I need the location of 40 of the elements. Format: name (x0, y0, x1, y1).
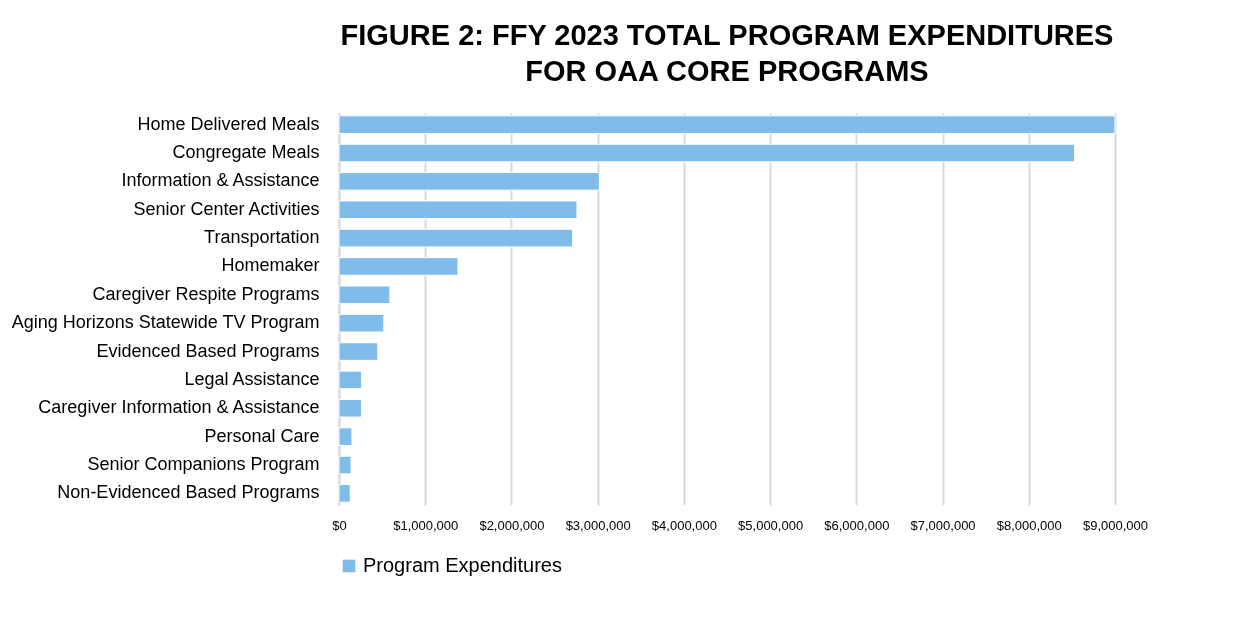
bar (338, 398, 362, 418)
y-tick-label: Homemaker (221, 255, 320, 276)
x-tick-label: $0 (332, 517, 347, 533)
bar (338, 115, 1116, 134)
bar (338, 484, 351, 503)
x-tick-label: $5,000,000 (738, 517, 804, 533)
y-tick-label: Transportation (204, 227, 320, 248)
x-tick-label: $7,000,000 (910, 517, 976, 533)
x-tick-label: $1,000,000 (393, 517, 459, 533)
y-tick-label: Congregate Meals (172, 141, 320, 162)
y-tick-label: Legal Assistance (184, 368, 320, 389)
bar (338, 172, 600, 191)
bar (338, 228, 574, 248)
y-tick-label: Home Delivered Meals (137, 113, 320, 134)
y-tick-label: Information & Assistance (121, 170, 320, 191)
x-tick-label: $3,000,000 (565, 517, 631, 533)
y-tick-label: Caregiver Information & Assistance (38, 397, 320, 418)
bar (338, 342, 379, 361)
x-tick-label: $9,000,000 (1082, 517, 1149, 533)
bar (338, 455, 352, 475)
bar (338, 370, 362, 390)
y-tick-label: Caregiver Respite Programs (92, 283, 320, 304)
x-tick-label: $8,000,000 (996, 517, 1062, 533)
x-tick-label: $4,000,000 (651, 517, 717, 533)
x-tick-label: $2,000,000 (479, 517, 545, 533)
bar (338, 427, 353, 446)
y-tick-label: Aging Horizons Statewide TV Program (11, 312, 320, 333)
y-tick-label: Senior Center Activities (133, 198, 320, 219)
y-tick-label: Personal Care (204, 425, 320, 446)
y-tick-label: Evidenced Based Programs (96, 340, 320, 361)
x-tick-label: $6,000,000 (824, 517, 890, 533)
bar (338, 143, 1075, 163)
chart-title: FIGURE 2: FFY 2023 TOTAL PROGRAM EXPENDITURES FOR OAA CORE PROGRAMS (340, 19, 1114, 87)
bar (338, 257, 459, 276)
y-tick-label: Senior Companions Program (87, 454, 320, 475)
legend-label: Program Expenditures (363, 554, 562, 576)
y-tick-label: Non-Evidenced Based Programs (57, 482, 320, 503)
bar (338, 200, 578, 220)
bar (338, 285, 391, 305)
bar (338, 313, 385, 333)
